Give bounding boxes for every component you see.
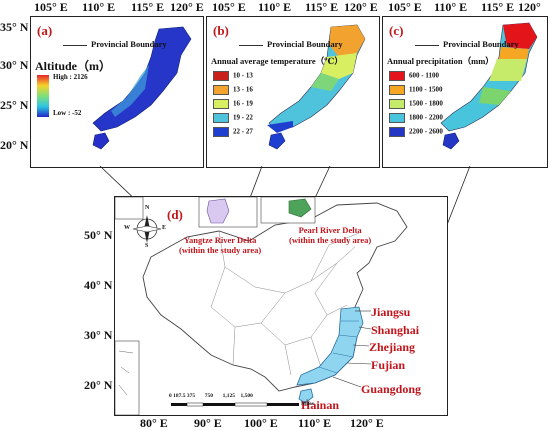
panel-a-map (92, 26, 192, 150)
panel-a-legend-title: Altitude（m） (35, 59, 111, 73)
temp-class-1-swatch (213, 71, 229, 81)
lon-tick-105-b: 105° E (212, 0, 246, 14)
panel-c-boundary-legend: Provincial Boundary (415, 39, 519, 49)
main-lon-90: 90° E (194, 416, 222, 430)
panel-c-tag: (c) (389, 23, 404, 38)
province-hainan: Hainan (301, 398, 340, 412)
main-lon-100: 100° E (244, 416, 278, 430)
compass-s: S (145, 243, 149, 249)
province-shanghai: Shanghai (371, 323, 420, 337)
precip-class-3: 1500 - 1800 (389, 99, 443, 109)
temp-class-2-swatch (213, 85, 229, 95)
compass-n: N (145, 205, 150, 211)
precip-class-3-swatch (389, 99, 405, 109)
lon-tick-115-b: 115° E (305, 0, 339, 14)
province-jiangsu: Jiangsu (371, 305, 411, 319)
lat-tick-25: 25° N (0, 98, 29, 112)
precip-class-1: 600 - 1100 (389, 71, 439, 81)
lat-tick-35: 35° N (0, 20, 29, 34)
main-lon-110: 110° E (298, 416, 332, 430)
precip-class-1-swatch (389, 71, 405, 81)
main-lat-40: 40° N (84, 278, 113, 292)
main-lat-30: 30° N (84, 328, 113, 342)
lon-tick-115-c: 115° E (481, 0, 515, 14)
lon-tick-115-a: 115° E (131, 0, 165, 14)
precip-class-4: 1800 - 2200 (389, 113, 443, 123)
lon-tick-110-b: 110° E (258, 0, 292, 14)
panel-d-tag: (d) (167, 207, 183, 222)
scale-unit: Miles (301, 401, 314, 407)
pearl-delta-label: Pearl River Delta (within the study area) (289, 225, 372, 245)
lon-tick-110-c: 110° E (434, 0, 468, 14)
temp-class-3: 16 - 19 (213, 99, 253, 109)
lat-tick-20: 20° N (0, 138, 29, 152)
panel-b-legend-title: Annual average temperature（℃） (211, 56, 343, 66)
panel-c-precipitation: (c) Provincial Boundary Annual precipita… (382, 16, 548, 168)
panel-d-main-map: (d) N S E W Yangtze River Delta (within t… (114, 196, 448, 416)
temp-class-4-swatch (213, 113, 229, 123)
panel-a-tag: (a) (37, 23, 53, 38)
lon-tick-120-b: 120° E (344, 0, 378, 14)
precip-class-5: 2200 - 2600 (389, 127, 443, 137)
compass-e: E (162, 225, 167, 231)
lon-tick-120-a: 120° E (170, 0, 204, 14)
main-lat-20: 20° N (84, 378, 113, 392)
panel-b-boundary-legend: Provincial Boundary (239, 39, 343, 49)
precip-class-2-swatch (389, 85, 405, 95)
panel-a-altitude: (a) Provincial Boundary Altitude（m） High… (30, 16, 204, 168)
panel-b-temperature: (b) Provincial Boundary Annual average t… (206, 16, 380, 168)
temp-class-3-swatch (213, 99, 229, 109)
yangtze-delta-label: Yangtze River Delta (within the study are… (179, 235, 262, 255)
compass-w: W (124, 225, 130, 231)
scale-bar (171, 402, 299, 407)
altitude-low: Low : -52 (53, 109, 82, 117)
precip-class-2: 1100 - 1500 (389, 85, 442, 95)
province-fujian: Fujian (371, 358, 406, 372)
lon-tick-110-a: 110° E (82, 0, 116, 14)
lon-tick-105-c: 105° E (388, 0, 422, 14)
panel-b-tag: (b) (213, 23, 229, 38)
lat-tick-30: 30° N (0, 58, 29, 72)
temp-class-5-swatch (213, 127, 229, 137)
temp-class-1: 10 - 13 (213, 71, 253, 81)
main-lon-120: 120° E (350, 416, 384, 430)
panel-c-map (440, 22, 538, 150)
precip-class-5-swatch (389, 127, 405, 137)
province-zhejiang: Zhejiang (369, 340, 416, 354)
altitude-high: High : 2126 (53, 73, 88, 81)
lon-tick-105-a: 105° E (34, 0, 68, 14)
main-lon-80: 80° E (140, 416, 168, 430)
altitude-color-ramp (37, 75, 49, 117)
temp-class-2: 13 - 16 (213, 85, 253, 95)
panel-b-map (267, 24, 366, 150)
temp-class-5: 22 - 27 (213, 127, 253, 137)
panel-c-legend-title: Annual precipitation（mm） (387, 56, 494, 66)
north-arrow-icon: N S E W (124, 205, 167, 249)
main-lat-50: 50° N (84, 228, 113, 242)
scale-numbers: 0 187.5 375 750 1,125 1,500 (169, 393, 253, 399)
precip-class-4-swatch (389, 113, 405, 123)
province-guangdong: Guangdong (361, 382, 422, 396)
panel-a-boundary-legend: Provincial Boundary (63, 39, 167, 49)
panel-d-map (115, 197, 408, 415)
temp-class-4: 19 - 22 (213, 113, 253, 123)
